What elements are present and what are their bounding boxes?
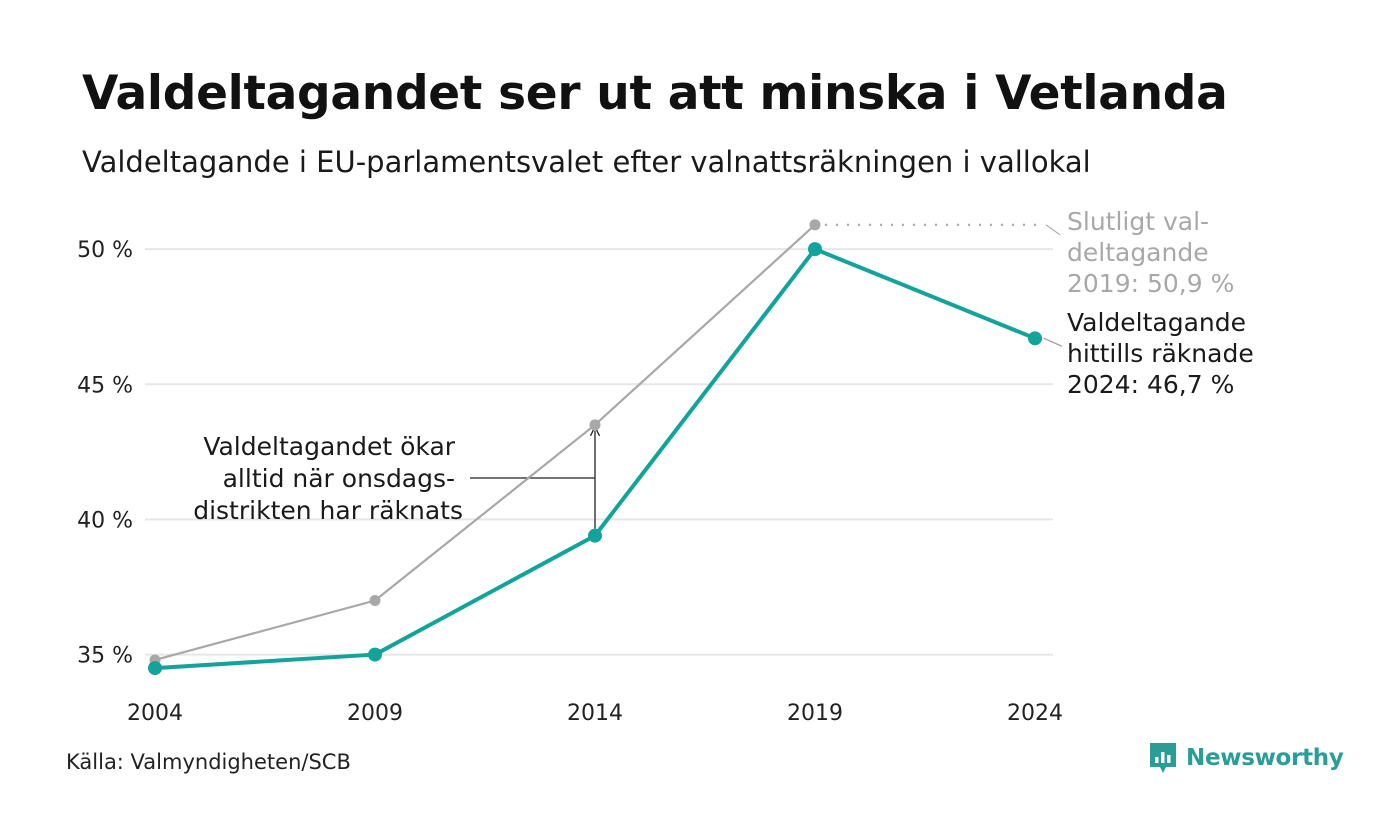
election-night-point xyxy=(808,242,822,257)
final-2019-annotation-line: deltagande xyxy=(1067,238,1209,267)
wednesday-annotation-line: alltid när onsdags- xyxy=(223,464,455,493)
y-tick-label: 50 % xyxy=(77,238,133,263)
final-turnout-point xyxy=(589,419,601,431)
x-tick-label: 2009 xyxy=(347,701,403,726)
election-night-point xyxy=(368,647,382,662)
election-night-point xyxy=(148,661,162,676)
wednesday-annotation-line: Valdeltagandet ökar xyxy=(203,432,455,461)
x-tick-label: 2004 xyxy=(127,701,183,726)
y-tick-label: 45 % xyxy=(77,373,133,398)
chart-title: Valdeltagandet ser ut att minska i Vetla… xyxy=(82,66,1228,121)
final-2019-annotation: Slutligt val- deltagande 2019: 50,9 % xyxy=(1067,207,1234,298)
x-axis-ticks: 2004 2009 2014 2019 2024 xyxy=(127,701,1063,726)
brand-name: Newsworthy xyxy=(1186,745,1344,771)
final-2019-connector xyxy=(1045,224,1061,236)
gridlines xyxy=(145,248,1053,656)
counted-2024-annotation: Valdeltagande hittills räknade 2024: 46,… xyxy=(1067,308,1262,399)
y-axis-ticks: 35 % 40 % 45 % 50 % xyxy=(77,238,133,668)
final-2019-annotation-line: Slutligt val- xyxy=(1067,207,1209,236)
x-tick-label: 2019 xyxy=(787,701,843,726)
final-turnout-point xyxy=(809,219,821,231)
counted-2024-annotation-line: hittills räknade xyxy=(1067,339,1254,368)
counted-2024-annotation-line: Valdeltagande xyxy=(1067,308,1246,337)
wednesday-annotation: Valdeltagandet ökar alltid när onsdags- … xyxy=(193,432,463,525)
election-night-point xyxy=(588,528,602,543)
x-tick-label: 2014 xyxy=(567,701,623,726)
series-points xyxy=(148,219,1042,676)
final-2019-annotation-line: 2019: 50,9 % xyxy=(1067,269,1234,298)
final-turnout-line xyxy=(154,223,816,662)
counted-2024-connector xyxy=(1043,337,1063,347)
y-tick-label: 35 % xyxy=(77,644,133,669)
wednesday-annotation-line: distrikten har räknats xyxy=(193,496,463,525)
x-tick-label: 2024 xyxy=(1007,701,1063,726)
newsworthy-logo-icon xyxy=(1150,743,1176,773)
chart-subtitle: Valdeltagande i EU-parlamentsvalet efter… xyxy=(82,145,1091,179)
y-tick-label: 40 % xyxy=(77,508,133,533)
source-note: Källa: Valmyndigheten/SCB xyxy=(66,750,351,774)
line-chart: 35 % 40 % 45 % 50 % 2004 2009 2014 2019 2024 Sl… xyxy=(77,207,1262,726)
final-turnout-point xyxy=(369,595,381,607)
brand: Newsworthy xyxy=(1148,742,1344,774)
counted-2024-annotation-line: 2024: 46,7 % xyxy=(1067,370,1234,399)
election-night-point xyxy=(1028,331,1042,346)
